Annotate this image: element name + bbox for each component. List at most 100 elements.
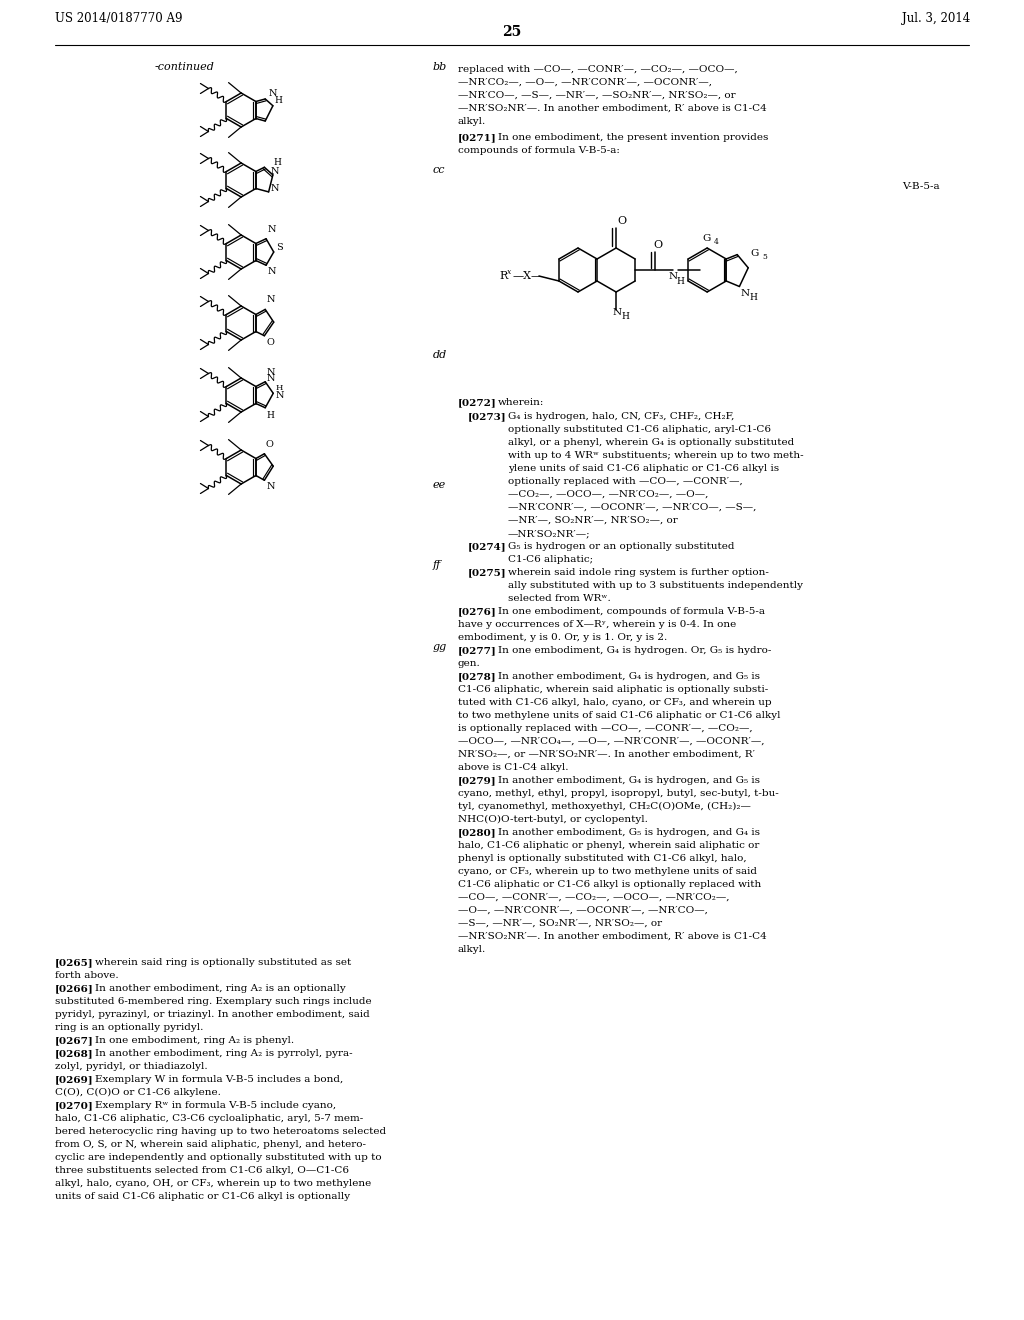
Text: selected from WRʷ.: selected from WRʷ. (508, 594, 610, 603)
Text: —CO—, —CONR′—, —CO₂—, —OCO—, —NR′CO₂—,: —CO—, —CONR′—, —CO₂—, —OCO—, —NR′CO₂—, (458, 894, 729, 902)
Text: 25: 25 (503, 25, 521, 40)
Text: cyano, or CF₃, wherein up to two methylene units of said: cyano, or CF₃, wherein up to two methyle… (458, 867, 757, 876)
Text: C1-C6 aliphatic or C1-C6 alkyl is optionally replaced with: C1-C6 aliphatic or C1-C6 alkyl is option… (458, 880, 761, 888)
Text: N: N (266, 375, 274, 383)
Text: gen.: gen. (458, 659, 480, 668)
Text: ally substituted with up to 3 substituents independently: ally substituted with up to 3 substituen… (508, 581, 803, 590)
Text: Exemplary W in formula V-B-5 includes a bond,: Exemplary W in formula V-B-5 includes a … (95, 1074, 343, 1084)
Text: In one embodiment, ring A₂ is phenyl.: In one embodiment, ring A₂ is phenyl. (95, 1036, 294, 1045)
Text: units of said C1-C6 aliphatic or C1-C6 alkyl is optionally: units of said C1-C6 aliphatic or C1-C6 a… (55, 1192, 350, 1201)
Text: In another embodiment, ring A₂ is an optionally: In another embodiment, ring A₂ is an opt… (95, 983, 346, 993)
Text: bered heterocyclic ring having up to two heteroatoms selected: bered heterocyclic ring having up to two… (55, 1127, 386, 1137)
Text: [0266]: [0266] (55, 983, 94, 993)
Text: [0272]: [0272] (458, 399, 497, 407)
Text: O: O (653, 240, 663, 249)
Text: G₅ is hydrogen or an optionally substituted: G₅ is hydrogen or an optionally substitu… (508, 543, 734, 550)
Text: above is C1-C4 alkyl.: above is C1-C4 alkyl. (458, 763, 568, 772)
Text: —CO₂—, —OCO—, —NR′CO₂—, —O—,: —CO₂—, —OCO—, —NR′CO₂—, —O—, (508, 490, 709, 499)
Text: substituted 6-membered ring. Exemplary such rings include: substituted 6-membered ring. Exemplary s… (55, 997, 372, 1006)
Text: N: N (270, 185, 280, 194)
Text: zolyl, pyridyl, or thiadiazolyl.: zolyl, pyridyl, or thiadiazolyl. (55, 1063, 208, 1071)
Text: In another embodiment, G₅ is hydrogen, and G₄ is: In another embodiment, G₅ is hydrogen, a… (498, 828, 760, 837)
Text: embodiment, y is 0. Or, y is 1. Or, y is 2.: embodiment, y is 0. Or, y is 1. Or, y is… (458, 634, 668, 642)
Text: —NR′CONR′—, —OCONR′—, —NR′CO—, —S—,: —NR′CONR′—, —OCONR′—, —NR′CO—, —S—, (508, 503, 757, 512)
Text: [0268]: [0268] (55, 1049, 93, 1059)
Text: H: H (273, 158, 282, 166)
Text: N: N (612, 308, 622, 317)
Text: ylene units of said C1-C6 aliphatic or C1-C6 alkyl is: ylene units of said C1-C6 aliphatic or C… (508, 465, 779, 473)
Text: N: N (267, 267, 275, 276)
Text: to two methylene units of said C1-C6 aliphatic or C1-C6 alkyl: to two methylene units of said C1-C6 ali… (458, 711, 780, 719)
Text: [0271]: [0271] (458, 133, 497, 143)
Text: wherein:: wherein: (498, 399, 545, 407)
Text: wherein said ring is optionally substituted as set: wherein said ring is optionally substitu… (95, 958, 351, 968)
Text: S: S (275, 243, 283, 252)
Text: [0279]: [0279] (458, 776, 497, 785)
Text: H: H (274, 96, 283, 106)
Text: [0277]: [0277] (458, 645, 497, 655)
Text: have y occurrences of X—Rʸ, wherein y is 0-4. In one: have y occurrences of X—Rʸ, wherein y is… (458, 620, 736, 630)
Text: V-B-5-a: V-B-5-a (902, 182, 940, 191)
Text: R: R (499, 271, 507, 281)
Text: In another embodiment, G₄ is hydrogen, and G₅ is: In another embodiment, G₄ is hydrogen, a… (498, 672, 760, 681)
Text: from O, S, or N, wherein said aliphatic, phenyl, and hetero-: from O, S, or N, wherein said aliphatic,… (55, 1140, 366, 1148)
Text: In another embodiment, ring A₂ is pyrrolyl, pyra-: In another embodiment, ring A₂ is pyrrol… (95, 1049, 352, 1059)
Text: optionally replaced with —CO—, —CONR′—,: optionally replaced with —CO—, —CONR′—, (508, 477, 742, 486)
Text: US 2014/0187770 A9: US 2014/0187770 A9 (55, 12, 182, 25)
Text: Exemplary Rʷ in formula V-B-5 include cyano,: Exemplary Rʷ in formula V-B-5 include cy… (95, 1101, 336, 1110)
Text: In another embodiment, G₄ is hydrogen, and G₅ is: In another embodiment, G₄ is hydrogen, a… (498, 776, 760, 785)
Text: x: x (507, 268, 511, 276)
Text: cc: cc (433, 165, 445, 176)
Text: O: O (617, 216, 627, 226)
Text: alkyl, halo, cyano, OH, or CF₃, wherein up to two methylene: alkyl, halo, cyano, OH, or CF₃, wherein … (55, 1179, 372, 1188)
Text: ee: ee (433, 480, 446, 490)
Text: —NR′—, SO₂NR′—, NR′SO₂—, or: —NR′—, SO₂NR′—, NR′SO₂—, or (508, 516, 678, 525)
Text: forth above.: forth above. (55, 972, 119, 979)
Text: 4: 4 (714, 238, 719, 246)
Text: C1-C6 aliphatic;: C1-C6 aliphatic; (508, 554, 593, 564)
Text: [0274]: [0274] (468, 543, 507, 550)
Text: N: N (266, 296, 274, 305)
Text: cyano, methyl, ethyl, propyl, isopropyl, butyl, sec-butyl, t-bu-: cyano, methyl, ethyl, propyl, isopropyl,… (458, 789, 778, 799)
Text: [0267]: [0267] (55, 1036, 94, 1045)
Text: pyridyl, pyrazinyl, or triazinyl. In another embodiment, said: pyridyl, pyrazinyl, or triazinyl. In ano… (55, 1010, 370, 1019)
Text: —O—, —NR′CONR′—, —OCONR′—, —NR′CO—,: —O—, —NR′CONR′—, —OCONR′—, —NR′CO—, (458, 906, 708, 915)
Text: In one embodiment, compounds of formula V-B-5-a: In one embodiment, compounds of formula … (498, 607, 765, 616)
Text: —OCO—, —NR′CO₄—, —O—, —NR′CONR′—, —OCONR′—,: —OCO—, —NR′CO₄—, —O—, —NR′CONR′—, —OCONR… (458, 737, 765, 746)
Text: G₄ is hydrogen, halo, CN, CF₃, CHF₂, CH₂F,: G₄ is hydrogen, halo, CN, CF₃, CHF₂, CH₂… (508, 412, 734, 421)
Text: [0269]: [0269] (55, 1074, 93, 1084)
Text: gg: gg (433, 642, 447, 652)
Text: Jul. 3, 2014: Jul. 3, 2014 (902, 12, 970, 25)
Text: O: O (266, 338, 274, 347)
Text: N: N (267, 224, 275, 234)
Text: N: N (275, 391, 284, 400)
Text: N: N (266, 368, 274, 376)
Text: H: H (275, 384, 283, 392)
Text: alkyl.: alkyl. (458, 117, 486, 125)
Text: In one embodiment, G₄ is hydrogen. Or, G₅ is hydro-: In one embodiment, G₄ is hydrogen. Or, G… (498, 645, 771, 655)
Text: 5: 5 (762, 253, 767, 261)
Text: —NR′CO—, —S—, —NR′—, —SO₂NR′—, NR′SO₂—, or: —NR′CO—, —S—, —NR′—, —SO₂NR′—, NR′SO₂—, … (458, 91, 735, 100)
Text: bb: bb (433, 62, 447, 73)
Text: —NR′SO₂NR′—. In another embodiment, R′ above is C1-C4: —NR′SO₂NR′—. In another embodiment, R′ a… (458, 104, 767, 114)
Text: phenyl is optionally substituted with C1-C6 alkyl, halo,: phenyl is optionally substituted with C1… (458, 854, 746, 863)
Text: replaced with —CO—, —CONR′—, —CO₂—, —OCO—,: replaced with —CO—, —CONR′—, —CO₂—, —OCO… (458, 65, 737, 74)
Text: NHC(O)O-tert-butyl, or cyclopentyl.: NHC(O)O-tert-butyl, or cyclopentyl. (458, 814, 648, 824)
Text: —NR′SO₂NR′—;: —NR′SO₂NR′—; (508, 529, 591, 539)
Text: optionally substituted C1-C6 aliphatic, aryl-C1-C6: optionally substituted C1-C6 aliphatic, … (508, 425, 771, 434)
Text: -continued: -continued (155, 62, 215, 73)
Text: In one embodiment, the present invention provides: In one embodiment, the present invention… (498, 133, 768, 143)
Text: halo, C1-C6 aliphatic, C3-C6 cycloaliphatic, aryl, 5-7 mem-: halo, C1-C6 aliphatic, C3-C6 cycloalipha… (55, 1114, 364, 1123)
Text: [0278]: [0278] (458, 672, 497, 681)
Text: dd: dd (433, 350, 447, 360)
Text: tuted with C1-C6 alkyl, halo, cyano, or CF₃, and wherein up: tuted with C1-C6 alkyl, halo, cyano, or … (458, 698, 772, 708)
Text: ff: ff (433, 560, 441, 570)
Text: alkyl, or a phenyl, wherein G₄ is optionally substituted: alkyl, or a phenyl, wherein G₄ is option… (508, 438, 795, 447)
Text: [0280]: [0280] (458, 828, 497, 837)
Text: three substituents selected from C1-C6 alkyl, O—C1-C6: three substituents selected from C1-C6 a… (55, 1166, 349, 1175)
Text: H: H (266, 411, 274, 420)
Text: halo, C1-C6 aliphatic or phenyl, wherein said aliphatic or: halo, C1-C6 aliphatic or phenyl, wherein… (458, 841, 760, 850)
Text: N: N (269, 88, 278, 98)
Text: H: H (750, 293, 758, 301)
Text: N: N (740, 289, 750, 297)
